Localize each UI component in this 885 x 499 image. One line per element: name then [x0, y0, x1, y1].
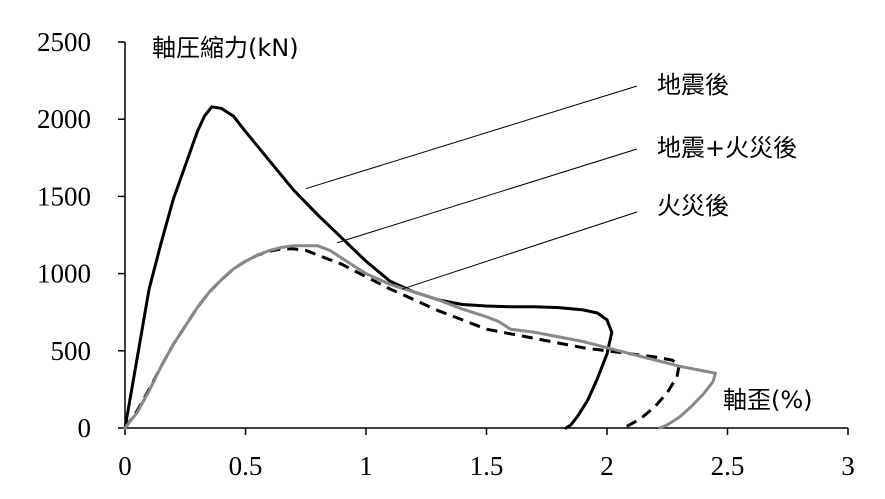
y-tick-label: 500 — [51, 336, 92, 366]
x-tick-label: 2 — [600, 451, 614, 481]
series-line-1 — [123, 247, 681, 430]
annotation-leader-line — [401, 211, 638, 290]
annotation-leader-line — [305, 85, 638, 190]
y-axis-label: 軸圧縮力(kN) — [152, 34, 299, 62]
x-tick-label: 0 — [118, 451, 132, 481]
x-tick-label: 0.5 — [229, 451, 263, 481]
y-tick-label: 2000 — [37, 104, 91, 134]
x-axis-label: 軸歪(%) — [723, 386, 813, 414]
y-tick-label: 2500 — [37, 27, 91, 57]
series-label: 地震後 — [657, 71, 729, 99]
axes: 0 0.5 1 1.5 2 2.5 3 0 500 1000 1500 2000 2500 — [37, 27, 855, 481]
y-tick-label: 1500 — [37, 181, 91, 211]
series-line-0 — [123, 105, 614, 430]
annotation-leader-line — [336, 148, 638, 244]
x-tick-label: 1.5 — [470, 451, 504, 481]
series-label: 火災後 — [657, 192, 729, 220]
y-tick-label: 1000 — [37, 259, 91, 289]
x-tick-label: 3 — [841, 451, 855, 481]
x-tick-label: 2.5 — [711, 451, 745, 481]
series-line-2 — [123, 244, 717, 430]
x-tick-label: 1 — [359, 451, 373, 481]
series-label: 地震+火災後 — [657, 134, 797, 162]
series-layer — [123, 105, 717, 430]
y-tick-label: 0 — [78, 413, 92, 443]
